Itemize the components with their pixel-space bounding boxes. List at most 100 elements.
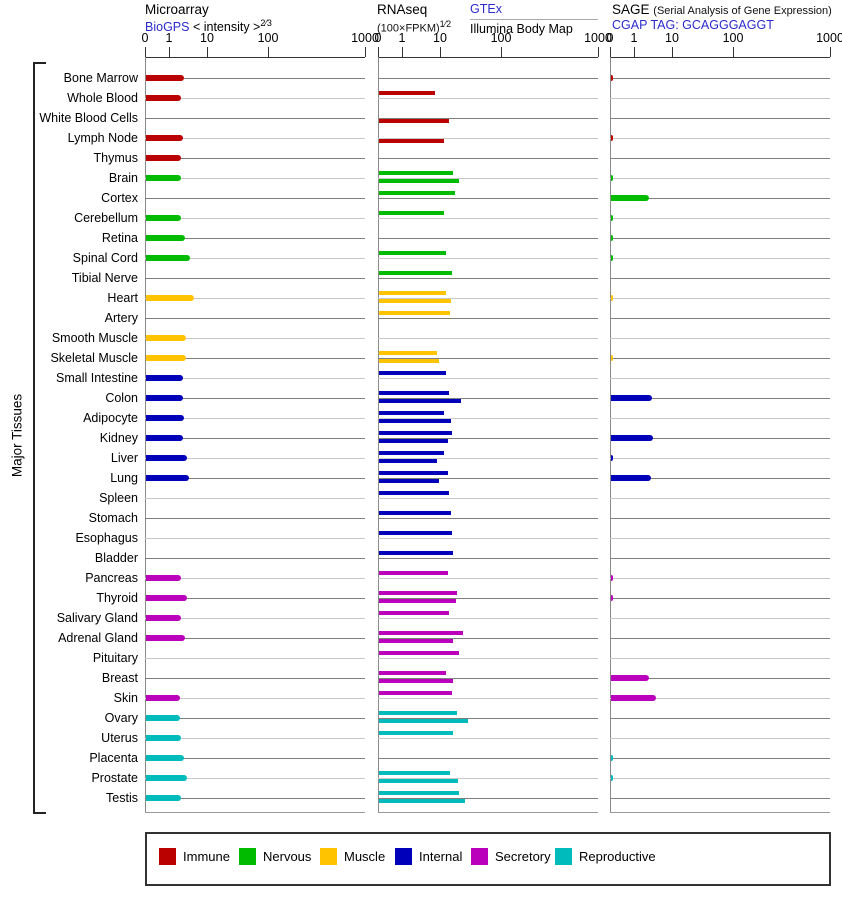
row-gridline [610, 138, 830, 139]
row-gridline [378, 598, 598, 599]
row-gridline [145, 598, 365, 599]
sage-axis-tick [733, 47, 734, 57]
rnaseq-gtex-bar-internal [379, 451, 444, 455]
row-gridline [378, 738, 598, 739]
row-gridline [145, 718, 365, 719]
rnaseq-gtex-bar-nervous [379, 191, 455, 195]
row-gridline [145, 538, 365, 539]
tissue-label: Bladder [94, 551, 138, 565]
sage-axis-tick [610, 47, 611, 57]
sage-panel-bottom-border [610, 812, 830, 813]
legend-label: Muscle [344, 849, 386, 864]
legend-label: Immune [183, 849, 230, 864]
rnaseq-gtex-bar-secretory [379, 651, 459, 655]
microarray-axis-tick-label: 0 [141, 31, 149, 45]
row-gridline [145, 398, 365, 399]
row-gridline [610, 278, 830, 279]
rnaseq-axis-tick-label: 10 [433, 31, 447, 45]
legend-label: Reproductive [579, 849, 656, 864]
rnaseq-illumina-bar-muscle [379, 299, 451, 303]
microarray-bar-internal [146, 475, 189, 481]
microarray-bar-secretory [146, 695, 180, 701]
row-gridline [378, 778, 598, 779]
rnaseq-illumina-bar-reproductive [379, 719, 468, 723]
microarray-bar-nervous [146, 235, 185, 241]
rnaseq-gtex-bar-secretory [379, 691, 452, 695]
biogps-link[interactable]: BioGPS [145, 20, 190, 35]
row-gridline [378, 538, 598, 539]
secretory-color-swatch [471, 848, 488, 865]
rnaseq-gtex-bar-internal [379, 511, 451, 515]
row-gridline [378, 798, 598, 799]
internal-color-swatch [395, 848, 412, 865]
row-gridline [145, 478, 365, 479]
row-gridline [610, 258, 830, 259]
sage-bar-nervous [611, 195, 649, 201]
rnaseq-gtex-bar-muscle [379, 291, 446, 295]
rnaseq-illumina-bar-immune [379, 139, 444, 143]
row-gridline [145, 558, 365, 559]
tissue-label: Retina [101, 231, 138, 245]
sage-bar-muscle [611, 355, 613, 361]
illumina-body-map-label: Illumina Body Map [470, 22, 573, 36]
microarray-bar-immune [146, 75, 184, 81]
microarray-bar-reproductive [146, 715, 180, 721]
microarray-bar-muscle [146, 295, 194, 301]
sage-bar-secretory [611, 675, 649, 681]
rnaseq-gtex-bar-internal [379, 391, 449, 395]
row-gridline [145, 418, 365, 419]
row-gridline [145, 438, 365, 439]
row-gridline [378, 518, 598, 519]
gtex-separator-line [470, 19, 598, 20]
row-gridline [145, 218, 365, 219]
microarray-bar-reproductive [146, 775, 187, 781]
rnaseq-scale-exponent: 1⁄2 [439, 19, 452, 29]
row-gridline [610, 758, 830, 759]
sage-bar-secretory [611, 575, 613, 581]
rnaseq-gtex-bar-internal [379, 371, 446, 375]
rnaseq-axis-tick [402, 47, 403, 57]
row-gridline [378, 278, 598, 279]
rnaseq-gtex-bar-secretory [379, 671, 446, 675]
row-gridline [378, 418, 598, 419]
row-gridline [145, 78, 365, 79]
row-gridline [378, 718, 598, 719]
microarray-axis-tick-label: 1 [165, 31, 173, 45]
tissue-label: Prostate [91, 771, 138, 785]
rnaseq-illumina-bar-internal [379, 419, 451, 423]
rnaseq-gtex-bar-reproductive [379, 791, 459, 795]
rnaseq-axis-tick [440, 47, 441, 57]
muscle-color-swatch [320, 848, 337, 865]
tissue-label: White Blood Cells [39, 111, 138, 125]
tissue-label: Cerebellum [74, 211, 138, 225]
sage-panel-title: SAGE (Serial Analysis of Gene Expression… [612, 2, 832, 17]
row-gridline [378, 358, 598, 359]
tissue-label: Adrenal Gland [58, 631, 138, 645]
tissue-label: Esophagus [75, 531, 138, 545]
rnaseq-gtex-bar-internal [379, 491, 449, 495]
rnaseq-illumina-bar-reproductive [379, 779, 458, 783]
tissue-label: Spinal Cord [72, 251, 138, 265]
tissue-label: Salivary Gland [56, 611, 138, 625]
rnaseq-gtex-bar-nervous [379, 211, 444, 215]
cgap-link[interactable]: CGAP [612, 18, 648, 32]
row-gridline [378, 498, 598, 499]
microarray-panel-left-border [145, 57, 146, 812]
row-gridline [610, 678, 830, 679]
microarray-bar-internal [146, 435, 183, 441]
rnaseq-gtex-bar-immune [379, 91, 435, 95]
sage-bar-internal [611, 475, 651, 481]
row-gridline [378, 478, 598, 479]
rnaseq-gtex-bar-internal [379, 531, 452, 535]
row-gridline [610, 638, 830, 639]
row-gridline [378, 258, 598, 259]
row-gridline [610, 318, 830, 319]
gtex-link[interactable]: GTEx [470, 2, 502, 16]
microarray-axis-tick [365, 47, 366, 57]
row-gridline [145, 258, 365, 259]
microarray-bar-internal [146, 455, 187, 461]
row-gridline [610, 738, 830, 739]
microarray-bar-muscle [146, 335, 186, 341]
tissue-label: Ovary [104, 711, 138, 725]
legend-label: Secretory [495, 849, 551, 864]
